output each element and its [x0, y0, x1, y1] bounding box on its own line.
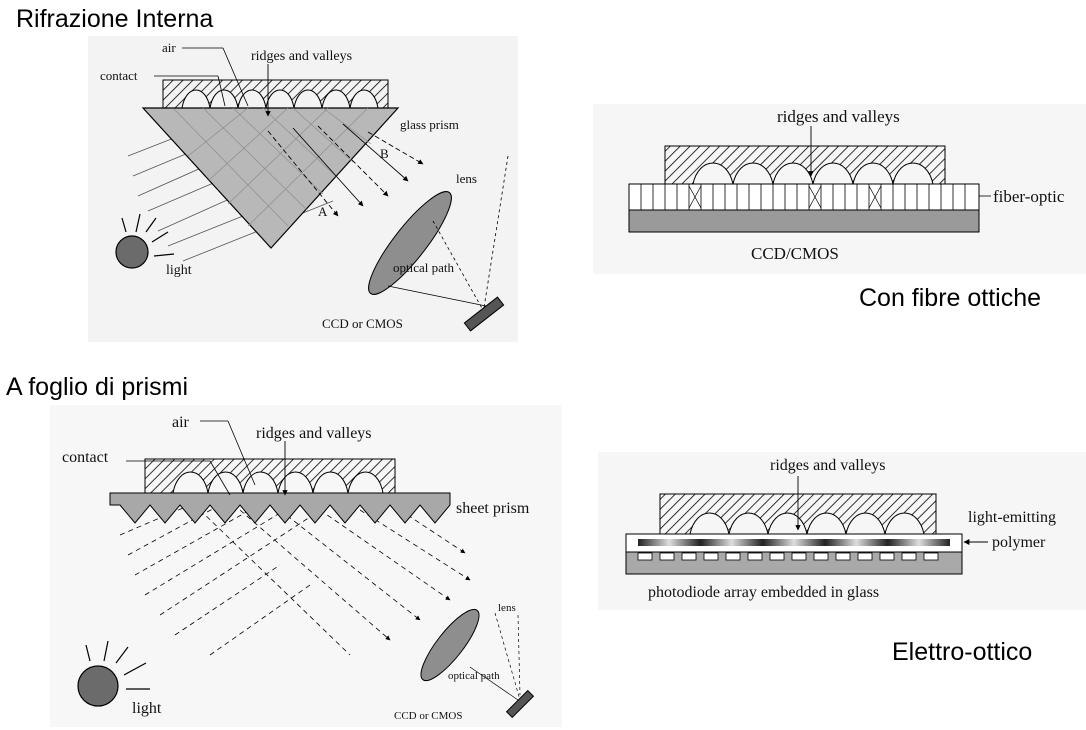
optical-path — [387, 155, 509, 320]
label-light-emitting: light-emitting — [968, 509, 1056, 526]
label-sheet-prism: sheet prism — [456, 500, 530, 517]
label-photodiode-array: photodiode array embedded in glass — [648, 584, 879, 601]
label-ccd-or-cmos: CCD or CMOS — [322, 316, 403, 331]
air-pointer — [222, 47, 249, 107]
contact-pointer — [209, 460, 231, 496]
label-optical-path: optical path — [393, 260, 455, 275]
internal-refraction-diagram: air contact ridges and valleys glass pri… — [88, 36, 518, 342]
label-ray-a: A — [318, 204, 328, 219]
label-glass-prism: glass prism — [400, 117, 459, 132]
label-ccd-cmos: CCD/CMOS — [751, 244, 839, 263]
air-pointer — [227, 420, 256, 486]
optical-path — [469, 612, 521, 701]
electro-optical-diagram: ridges and valleys light-emitting polyme… — [598, 452, 1086, 610]
label-light: light — [166, 263, 192, 278]
light-source — [77, 665, 119, 707]
heading-internal-refraction: Rifrazione Interna — [16, 5, 214, 33]
prism-grid — [172, 107, 372, 227]
label-ridges-and-valleys: ridges and valleys — [770, 457, 886, 474]
label-air: air — [172, 414, 190, 431]
contact-light-paths — [688, 185, 882, 209]
fiber-optic-diagram: ridges and valleys fiber-optic CCD/CMOS — [593, 104, 1086, 274]
lens — [368, 191, 452, 295]
fiber-optic-plate — [628, 183, 980, 211]
label-polymer: polymer — [992, 534, 1046, 551]
label-light: light — [132, 700, 162, 717]
label-ridges-and-valleys: ridges and valleys — [256, 425, 372, 442]
ccd-sensor — [463, 296, 505, 332]
heading-sheet-prism: A foglio di prismi — [6, 373, 189, 401]
photodiode-cells — [637, 552, 939, 561]
label-fiber-optic: fiber-optic — [993, 187, 1065, 206]
label-contact: contact — [100, 68, 138, 83]
heading-fiber-optic: Con fibre ottiche — [859, 284, 1042, 312]
sun-rays — [121, 213, 175, 257]
finger-ridges — [162, 79, 389, 109]
label-ray-b: B — [380, 146, 389, 161]
heading-electro-optical: Elettro-ottico — [892, 638, 1033, 666]
label-air: air — [162, 40, 176, 55]
sheet-prism — [109, 492, 451, 524]
lens — [420, 608, 480, 682]
label-lens: lens — [498, 602, 516, 614]
fiber-strands — [640, 184, 966, 210]
label-ridges-and-valleys: ridges and valleys — [777, 107, 900, 126]
label-contact: contact — [62, 449, 109, 466]
sheet-prism-rays — [119, 504, 471, 656]
contact-pointer — [217, 75, 226, 107]
light-source — [115, 235, 149, 269]
label-lens: lens — [456, 171, 477, 186]
label-ridges-and-valleys: ridges and valleys — [251, 49, 352, 64]
ccd-cmos-sensor — [628, 209, 980, 233]
sheet-prism-diagram: air contact ridges and valleys sheet pri… — [50, 405, 562, 727]
label-ccd-or-cmos: CCD or CMOS — [394, 710, 462, 722]
ccd-sensor — [505, 689, 535, 719]
emission-band — [638, 539, 950, 546]
sun-rays — [85, 640, 150, 690]
reflected-rays — [267, 123, 424, 217]
label-optical-path: optical path — [448, 670, 500, 682]
